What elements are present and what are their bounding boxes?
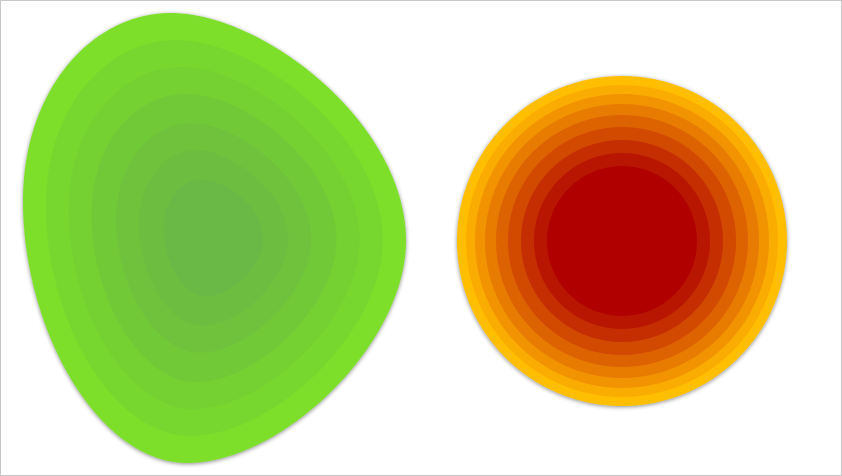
contour-ring [547, 166, 697, 316]
orange-contours [457, 76, 787, 406]
green-contours [23, 13, 406, 463]
